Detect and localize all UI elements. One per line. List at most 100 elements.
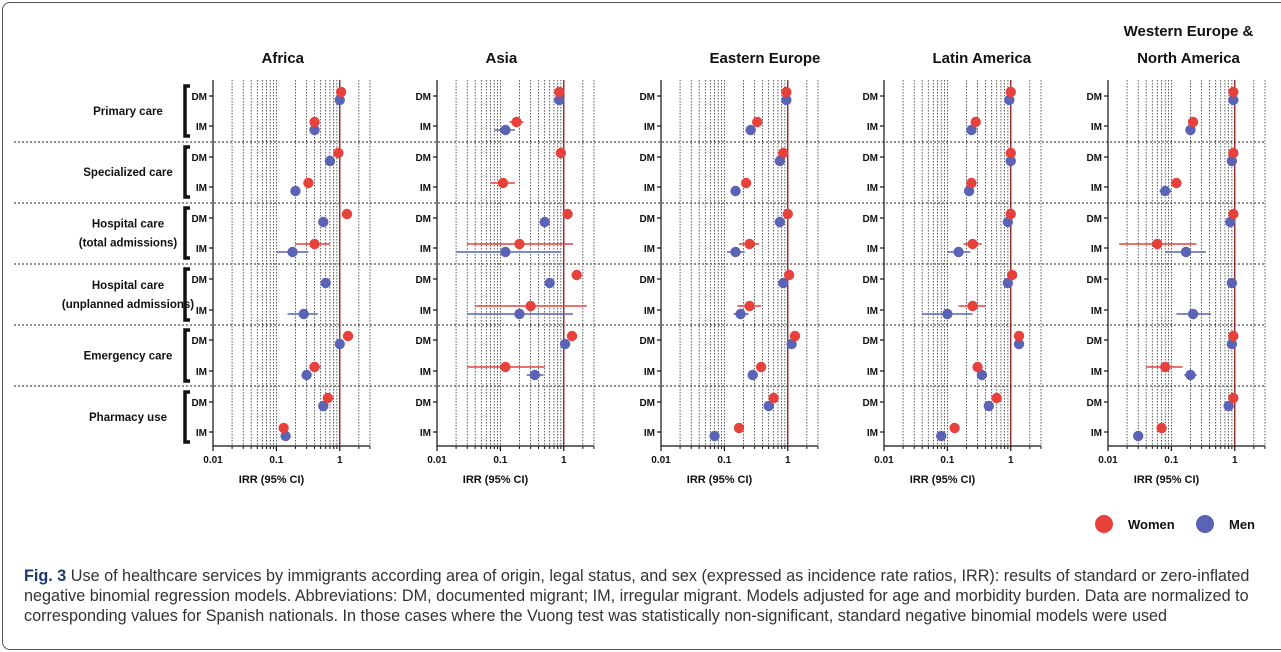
women-point [1228,147,1239,159]
group-bracket [183,390,190,444]
men-point [280,430,291,442]
women-point [744,238,755,250]
row-label-im: IM [867,183,878,194]
men-point [730,185,741,197]
men-point [953,246,964,258]
women-point [782,208,793,220]
men-point [544,277,555,289]
men-point [936,430,947,442]
women-point [554,86,565,98]
women-point [511,116,522,128]
row-label-dm: DM [415,153,431,164]
women-point [1152,238,1163,250]
group-label: Emergency care [84,351,173,363]
x-axis-label: IRR (95% CI) [910,474,976,486]
women-point [1228,86,1239,98]
row-label-im: IM [196,183,207,194]
women-point [562,208,573,220]
women-point [991,392,1002,404]
women-point [1228,330,1239,342]
men-point [1002,216,1014,228]
women-point [972,361,983,373]
men-point [334,94,345,106]
women-point [514,238,525,250]
women-point [967,238,978,250]
row-label-dm: DM [862,336,878,347]
row-label-im: IM [196,122,207,133]
women-point [1005,147,1016,159]
men-point [976,369,988,381]
women-point [768,392,779,404]
men-point [1002,277,1014,289]
group-bracket [183,206,190,260]
caption-text: Use of healthcare services by immigrants… [24,567,1250,625]
group-bracket [183,84,190,138]
men-point [1187,308,1199,320]
group-label: Specialized care [83,167,173,179]
row-label-im: IM [1091,122,1102,133]
women-point [740,177,752,189]
men-point [301,369,312,381]
legend-label-women: Women [1128,517,1175,532]
women-point [1228,208,1239,220]
men-point [942,308,953,320]
row-label-im: IM [644,428,655,439]
women-point [949,422,960,434]
women-point [967,300,978,312]
women-point [500,361,511,373]
men-point [1226,338,1238,350]
row-label-dm: DM [862,275,878,286]
group-bracket [183,328,190,383]
men-point [514,308,525,320]
row-label-dm: DM [639,398,655,409]
panel-title: Africa [262,50,305,67]
row-label-dm: DM [191,336,207,347]
women-point [309,116,320,128]
row-label-dm: DM [191,398,207,409]
row-label-im: IM [644,367,655,378]
women-point [1187,116,1199,128]
panel-title: Asia [486,50,518,67]
x-tick-label: 0.01 [1098,455,1118,466]
women-point [322,392,334,404]
women-point [309,238,320,250]
group-label: Hospital care [92,280,164,292]
men-point [1225,216,1236,228]
legend-label-men: Men [1229,517,1255,532]
row-label-im: IM [196,367,207,378]
row-label-im: IM [1091,306,1102,317]
row-label-dm: DM [639,336,655,347]
women-point [342,330,354,342]
women-point [778,147,789,159]
men-point [318,216,329,228]
men-point [309,124,320,136]
row-label-dm: DM [415,214,431,225]
row-label-im: IM [867,367,878,378]
row-label-dm: DM [1086,153,1102,164]
men-point [774,216,786,228]
women-point [1160,361,1171,373]
group-label: Pharmacy use [89,412,167,424]
row-label-dm: DM [191,153,207,164]
men-point [1133,430,1144,442]
group-label: Hospital care [92,219,164,231]
women-point [335,86,347,98]
row-label-dm: DM [1086,92,1102,103]
figure-caption: Fig. 3 Use of healthcare services by imm… [24,566,1259,626]
x-axis-label: IRR (95% CI) [687,474,753,486]
legend-swatch-men [1196,515,1214,533]
men-point [318,400,329,412]
men-point [745,124,756,136]
women-point [1005,86,1016,98]
women-point [744,300,755,312]
women-point [303,177,314,189]
men-point [774,155,786,167]
panel-title: Latin America [933,50,1032,67]
x-tick-label: 0.01 [203,455,223,466]
group-bracket [183,267,190,322]
men-point [1160,185,1171,197]
row-label-dm: DM [1086,214,1102,225]
men-point [1005,155,1016,167]
men-point [324,155,336,167]
